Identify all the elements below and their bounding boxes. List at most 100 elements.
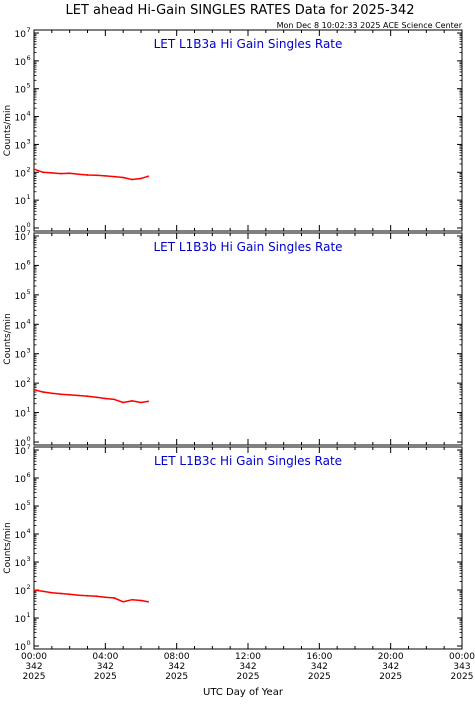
x-axis-label: UTC Day of Year xyxy=(203,687,284,698)
series-line xyxy=(33,168,149,181)
y-tick-label-base: 10 xyxy=(15,321,27,331)
y-tick-label-base: 10 xyxy=(15,503,27,513)
y-tick-label-base: 10 xyxy=(15,233,27,243)
data-point xyxy=(42,391,44,393)
y-tick-label-base: 10 xyxy=(15,447,27,457)
x-tick-label-time: 12:00 xyxy=(235,652,261,662)
y-tick-label-exponent: 3 xyxy=(27,137,31,145)
data-point xyxy=(140,177,142,180)
y-tick-label-exponent: 1 xyxy=(27,193,31,201)
y-tick-label-base: 10 xyxy=(15,262,27,272)
y-tick-label-base: 10 xyxy=(15,225,27,235)
data-point xyxy=(42,590,44,593)
data-point xyxy=(59,393,62,396)
timestamp-label: Mon Dec 8 10:02:33 2025 ACE Science Cent… xyxy=(277,21,463,30)
data-point xyxy=(131,178,133,181)
series-line xyxy=(33,589,149,603)
y-tick-label-exponent: 2 xyxy=(27,376,31,384)
x-tick-label-year: 2025 xyxy=(94,672,117,682)
data-point xyxy=(68,393,71,396)
panel-subtitle: LET L1B3c Hi Gain Singles Rate xyxy=(154,454,342,468)
data-point xyxy=(50,172,53,174)
x-tick-label-time: 20:00 xyxy=(378,652,404,662)
x-tick-label-time: 08:00 xyxy=(164,652,190,662)
x-tick-label-year: 2025 xyxy=(23,672,46,682)
y-axis-label: Counts/min xyxy=(3,522,13,573)
panel-subtitle: LET L1B3b Hi Gain Singles Rate xyxy=(153,240,342,254)
y-tick-label-exponent: 2 xyxy=(27,165,31,173)
y-tick-label-exponent: 0 xyxy=(27,435,31,443)
x-tick-label-year: 2025 xyxy=(451,672,474,682)
y-tick-label-base: 10 xyxy=(15,643,27,653)
series-line xyxy=(33,388,149,404)
x-tick-label-doy: 342 xyxy=(382,662,399,672)
data-point xyxy=(140,599,142,602)
data-point xyxy=(122,401,125,404)
data-point xyxy=(140,401,142,404)
y-tick-label-exponent: 6 xyxy=(27,54,31,62)
y-tick-label-base: 10 xyxy=(15,30,27,40)
data-point xyxy=(50,392,53,395)
data-point xyxy=(86,594,89,597)
y-tick-label-exponent: 7 xyxy=(27,443,31,451)
y-tick-label-exponent: 7 xyxy=(27,26,31,34)
data-point xyxy=(104,397,107,400)
data-point xyxy=(95,595,98,598)
data-point xyxy=(77,594,80,597)
x-tick-label-year: 2025 xyxy=(165,672,188,682)
y-tick-label-exponent: 6 xyxy=(27,471,31,479)
data-point xyxy=(104,175,107,177)
y-tick-label-base: 10 xyxy=(15,114,27,124)
x-tick-label-doy: 342 xyxy=(311,662,328,672)
data-point xyxy=(113,398,116,401)
y-tick-label-exponent: 3 xyxy=(27,555,31,563)
y-tick-label-base: 10 xyxy=(15,86,27,96)
data-point xyxy=(131,598,133,601)
data-point xyxy=(33,388,35,391)
y-tick-label-exponent: 5 xyxy=(27,499,31,507)
y-tick-label-exponent: 3 xyxy=(27,347,31,355)
x-tick-label-doy: 342 xyxy=(168,662,185,672)
data-point xyxy=(113,597,116,599)
data-point xyxy=(95,396,98,399)
data-point xyxy=(147,600,150,603)
x-tick-label-doy: 343 xyxy=(453,662,470,672)
x-tick-label-time: 00:00 xyxy=(21,652,47,662)
data-point xyxy=(147,175,150,178)
y-tick-label-base: 10 xyxy=(15,197,27,207)
data-point xyxy=(86,395,89,398)
x-tick-label-time: 04:00 xyxy=(92,652,118,662)
y-tick-label-exponent: 1 xyxy=(27,406,31,414)
data-point xyxy=(42,171,44,174)
data-point xyxy=(68,172,71,175)
data-point xyxy=(33,168,35,171)
y-tick-label-base: 10 xyxy=(15,58,27,68)
y-axis-label: Counts/min xyxy=(3,313,13,364)
data-point xyxy=(33,589,35,591)
data-point xyxy=(95,174,98,177)
y-tick-label-base: 10 xyxy=(15,141,27,151)
x-tick-label-time: 16:00 xyxy=(306,652,332,662)
data-point xyxy=(147,400,150,403)
data-point xyxy=(104,596,107,599)
y-tick-label-base: 10 xyxy=(15,587,27,597)
data-point xyxy=(50,591,53,594)
chart-title: LET ahead Hi-Gain SINGLES RATES Data for… xyxy=(65,3,414,18)
x-tick-label-time: 00:00 xyxy=(449,652,475,662)
x-tick-label-doy: 342 xyxy=(239,662,256,672)
y-tick-label-exponent: 0 xyxy=(27,639,31,647)
y-tick-label-exponent: 6 xyxy=(27,258,31,266)
panel-subtitle: LET L1B3a Hi Gain Singles Rate xyxy=(154,37,343,51)
x-tick-label-year: 2025 xyxy=(379,672,402,682)
y-tick-label-base: 10 xyxy=(15,351,27,361)
y-tick-label-base: 10 xyxy=(15,380,27,390)
x-tick-label-doy: 342 xyxy=(25,662,42,672)
